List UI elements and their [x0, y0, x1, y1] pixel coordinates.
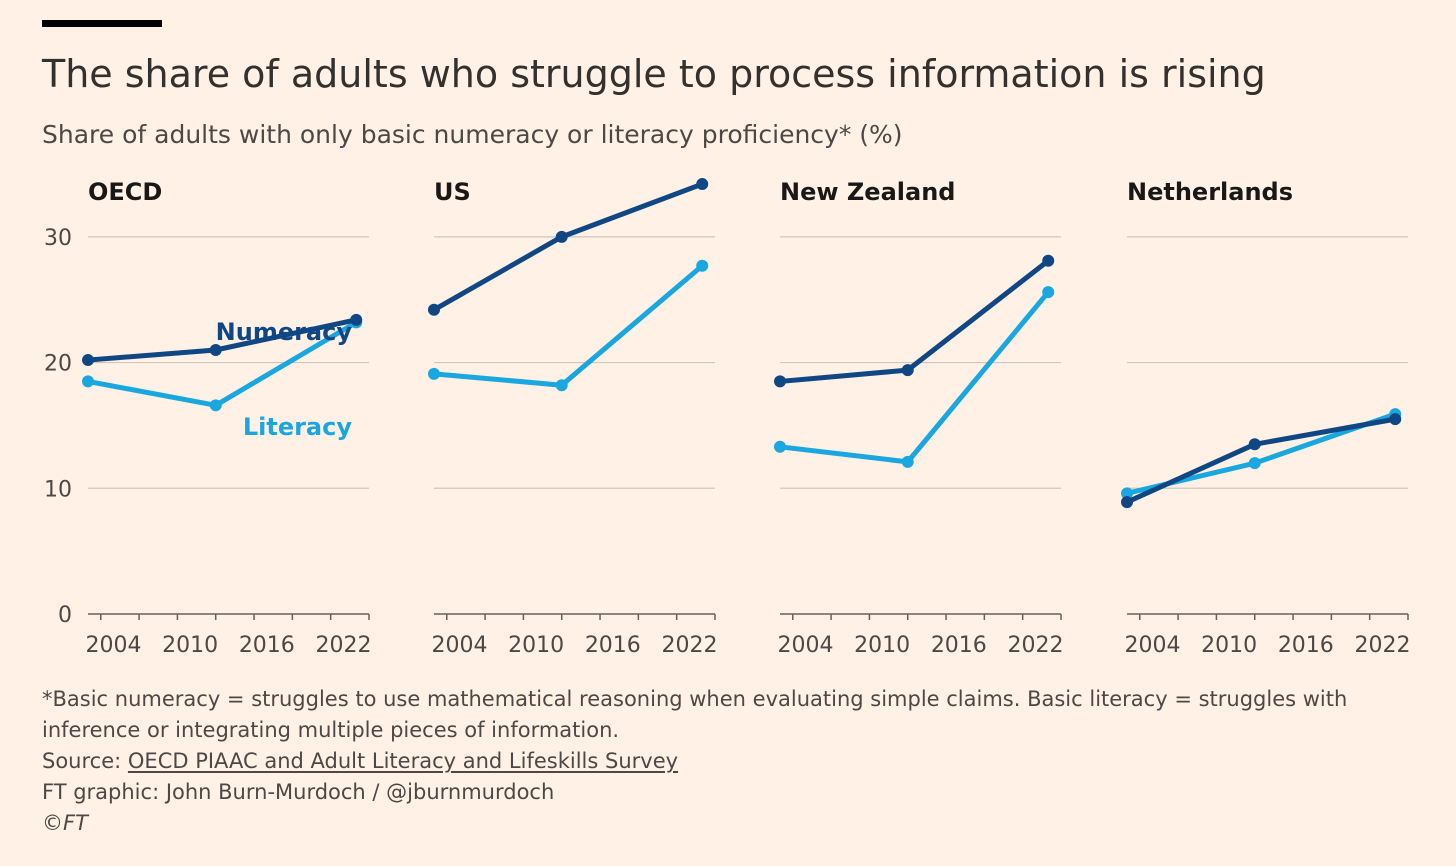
- footer: *Basic numeracy = struggles to use mathe…: [42, 684, 1422, 839]
- data-point-numeracy-2002: [82, 354, 94, 367]
- panel-new-zealand: New Zealand 2004 2010 2016 2022: [774, 178, 1063, 658]
- series-label-literacy: Literacy: [243, 413, 353, 441]
- x-tick-label-2010: 2010: [508, 633, 564, 658]
- data-point-literacy-2012: [1248, 457, 1261, 470]
- credit-line: FT graphic: John Burn-Murdoch / @jburnmu…: [42, 780, 555, 804]
- y-tick-label-10: 10: [44, 477, 72, 502]
- x-tick-label-2004: 2004: [778, 633, 834, 658]
- data-point-numeracy-2002: [1121, 496, 1133, 509]
- y-tick-label-0: 0: [58, 603, 72, 628]
- x-tick-label-2016: 2016: [585, 633, 641, 658]
- chart-subtitle: Share of adults with only basic numeracy…: [42, 120, 903, 149]
- x-tick-label-2022: 2022: [1354, 633, 1410, 658]
- source-link[interactable]: OECD PIAAC and Adult Literacy and Lifesk…: [127, 749, 679, 773]
- data-point-numeracy-2002: [428, 303, 440, 316]
- brand-bar: [42, 20, 162, 27]
- source-prefix: Source:: [42, 749, 128, 773]
- data-point-numeracy-2012: [1248, 438, 1261, 451]
- x-tick-label-2004: 2004: [1125, 633, 1181, 658]
- data-point-literacy-2002: [428, 367, 440, 380]
- x-tick-label-2004: 2004: [432, 633, 488, 658]
- y-tick-label-30: 30: [44, 226, 72, 251]
- data-point-literacy-2012: [901, 455, 914, 468]
- data-point-numeracy-2012: [209, 344, 222, 356]
- data-point-numeracy-2023: [350, 313, 363, 326]
- data-point-numeracy-2023: [1042, 254, 1055, 267]
- data-point-literacy-2023: [696, 259, 709, 272]
- series-line-literacy: [431, 263, 705, 388]
- data-point-numeracy-2023: [1389, 413, 1402, 426]
- data-point-literacy-2002: [1121, 487, 1133, 500]
- data-point-numeracy-2012: [901, 364, 914, 377]
- panel-title: New Zealand: [780, 178, 955, 206]
- panel-netherlands: Netherlands 2004 2010 2016 2022: [1121, 178, 1410, 658]
- data-point-literacy-2023: [1042, 286, 1055, 299]
- source-line: Source: OECD PIAAC and Adult Literacy an…: [42, 746, 1422, 777]
- data-point-literacy-2012: [209, 399, 222, 412]
- panel-oecd: OECD 2004 2010 2016 2022: [82, 178, 371, 658]
- x-tick-label-2010: 2010: [162, 633, 218, 658]
- x-tick-label-2016: 2016: [931, 633, 987, 658]
- x-tick-label-2022: 2022: [661, 633, 717, 658]
- x-tick-label-2022: 2022: [1007, 633, 1063, 658]
- x-tick-label-2022: 2022: [315, 633, 371, 658]
- y-tick-label-20: 20: [44, 352, 72, 377]
- series-label-numeracy: Numeracy: [216, 318, 353, 346]
- x-tick-label-2016: 2016: [1278, 633, 1334, 658]
- data-point-numeracy-2002: [774, 375, 786, 388]
- data-point-numeracy-2012: [555, 230, 568, 243]
- panel-title: US: [434, 178, 471, 206]
- chart-title: The share of adults who struggle to proc…: [42, 52, 1266, 96]
- series-line-numeracy: [777, 258, 1051, 384]
- x-tick-label-2016: 2016: [239, 633, 295, 658]
- data-point-literacy-2012: [555, 379, 568, 392]
- panel-title: OECD: [88, 178, 162, 206]
- footnote: *Basic numeracy = struggles to use mathe…: [42, 687, 1348, 742]
- panel-title: Netherlands: [1127, 178, 1293, 206]
- data-point-literacy-2002: [774, 440, 786, 453]
- series-line-numeracy: [431, 181, 705, 313]
- x-tick-label-2010: 2010: [1201, 633, 1257, 658]
- data-point-numeracy-2023: [696, 178, 709, 191]
- small-multiples-chart: 0 10 20 30 OECD 2004 2010 2016 2022 US 2004 2010 201…: [44, 178, 1410, 658]
- panel-us: US 2004 2010 2016 2022: [428, 178, 717, 658]
- data-point-literacy-2002: [82, 375, 94, 388]
- x-tick-label-2010: 2010: [854, 633, 910, 658]
- x-tick-label-2004: 2004: [86, 633, 142, 658]
- copyright: ©FT: [42, 811, 88, 835]
